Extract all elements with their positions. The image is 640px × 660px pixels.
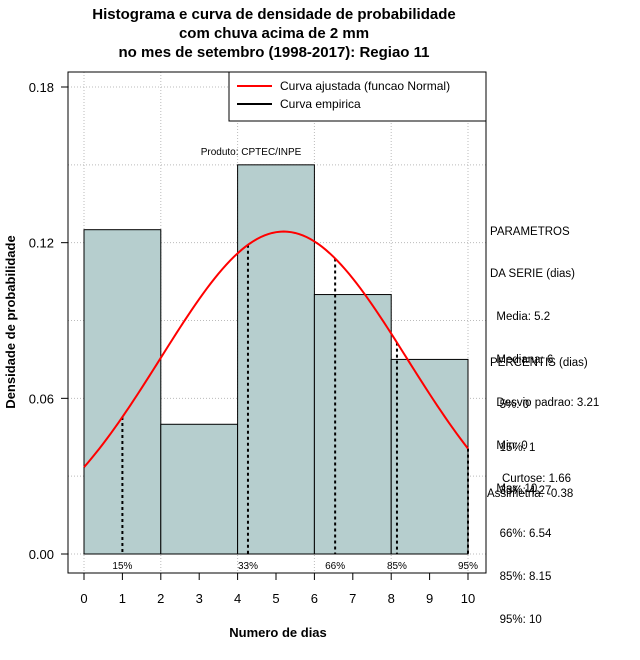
y-tick-label-0: 0.00 xyxy=(29,547,54,562)
y-tick-label-3: 0.18 xyxy=(29,80,54,95)
percentile-label-4: 95% xyxy=(458,561,478,572)
x-tick-label-5: 5 xyxy=(272,591,279,606)
legend-fitted-label: Curva ajustada (funcao Normal) xyxy=(280,79,450,93)
y-tick-label-1: 0.06 xyxy=(29,391,54,406)
x-tick-label-8: 8 xyxy=(388,591,395,606)
param-desvio: Desvio padrao: 3.21 xyxy=(490,397,600,410)
assimetria-value: Assimetria: -0.38 xyxy=(487,488,574,500)
percentile-label-1: 33% xyxy=(238,561,258,572)
histogram-bar-3 xyxy=(313,294,392,555)
fitted-normal-curve xyxy=(83,230,469,468)
x-tick-label-0: 0 xyxy=(80,591,87,606)
legend: Curva ajustada (funcao Normal) Curva emp… xyxy=(228,71,487,122)
percentile-label-2: 66% xyxy=(325,561,345,572)
x-tick-label-9: 9 xyxy=(426,591,433,606)
param-max: Max: 10 xyxy=(490,482,538,495)
legend-empirical-label: Curva empirica xyxy=(280,97,361,111)
param-mediana: Mediana: 6 xyxy=(490,354,554,367)
percentil-5: 5%: 0 xyxy=(490,399,529,412)
chart-title-line-2: com chuva acima de 2 mm xyxy=(178,25,370,42)
histogram-bar-2 xyxy=(237,164,315,555)
y-axis: 0.00 0.06 0.12 0.18 xyxy=(29,80,69,562)
x-tick-label-4: 4 xyxy=(234,591,241,606)
param-media: Media: 5.2 xyxy=(490,311,551,324)
percentil-95: 95%: 10 xyxy=(490,613,542,626)
x-axis-title: Numero de dias xyxy=(229,625,327,640)
curtose-value: Curtose: 1.66 xyxy=(502,473,572,485)
param-heading-1: PARAMETROS xyxy=(490,225,570,238)
chart-title-line-3: no mes de setembro (1998-2017): Regiao 1… xyxy=(118,44,430,61)
histogram-bar-0 xyxy=(83,229,162,555)
x-tick-label-1: 1 xyxy=(119,591,126,606)
histogram-bar-4 xyxy=(390,358,469,555)
param-heading-2: DA SERIE (dias) xyxy=(490,268,575,281)
x-tick-label-6: 6 xyxy=(311,591,318,606)
x-axis: 0 1 2 3 4 5 6 7 8 9 10 xyxy=(80,572,475,606)
histogram-bars xyxy=(83,164,469,555)
percentiles-panel: PERCENTIS (dias) 5%: 0 15%: 1 33%: 4.27 … xyxy=(490,327,588,642)
x-tick-label-10: 10 xyxy=(461,591,475,606)
x-tick-label-7: 7 xyxy=(349,591,356,606)
percentis-heading: PERCENTIS (dias) xyxy=(490,356,588,369)
percentil-15: 15%: 1 xyxy=(490,442,536,455)
param-min: Min: 0 xyxy=(490,440,528,453)
y-axis-title: Densidade de probabilidade xyxy=(3,235,18,408)
x-tick-label-2: 2 xyxy=(157,591,164,606)
percentile-label-3: 85% xyxy=(387,561,407,572)
series-parameters-panel: PARAMETROS DA SERIE (dias) Media: 5.2 Me… xyxy=(490,196,599,511)
percentile-lines: 15% 33% 66% 85% 95% xyxy=(112,244,478,572)
chart-title-line-1: Histograma e curva de densidade de proba… xyxy=(92,6,456,23)
x-tick-label-3: 3 xyxy=(196,591,203,606)
percentil-33: 33%: 4.27 xyxy=(490,485,552,498)
legend-box xyxy=(228,71,487,122)
percentil-85: 85%: 8.15 xyxy=(490,571,552,584)
y-tick-label-2: 0.12 xyxy=(29,236,54,251)
percentil-66: 66%: 6.54 xyxy=(490,528,552,541)
histogram-bar-1 xyxy=(160,423,239,555)
product-label: Produto: CPTEC/INPE xyxy=(201,147,302,158)
percentile-label-0: 15% xyxy=(112,561,132,572)
